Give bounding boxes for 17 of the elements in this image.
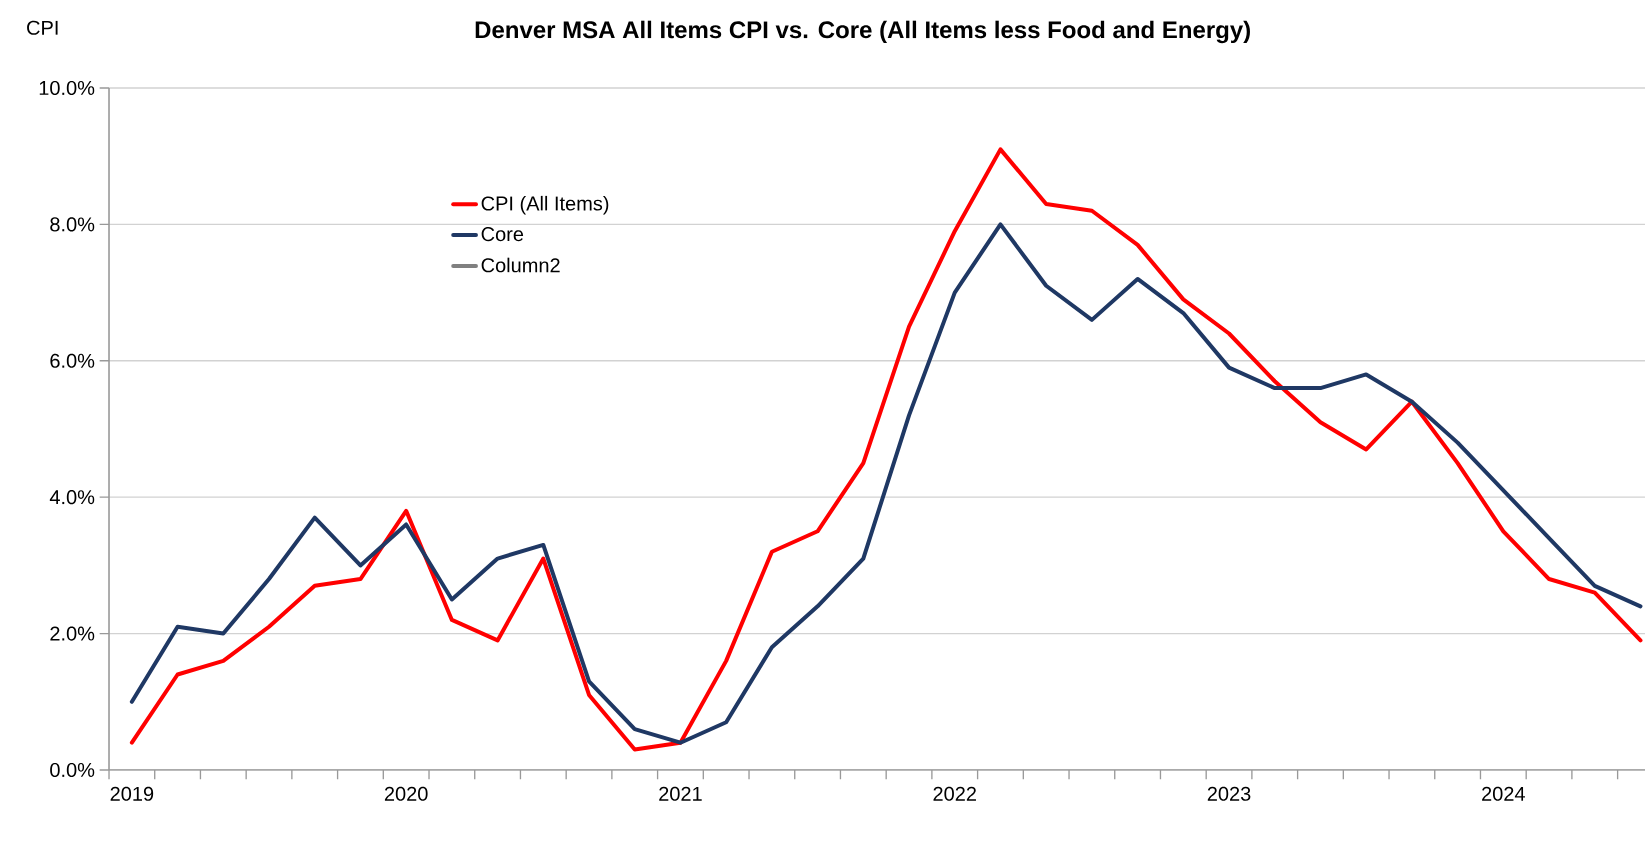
legend-label: CPI (All Items) (481, 195, 609, 215)
x-tick-label: 2024 (1482, 786, 1525, 801)
x-tick-label: 2019 (110, 786, 154, 801)
y-tick-label: 4.0% (49, 490, 95, 505)
y-tick-label: 8.0% (50, 217, 95, 232)
x-tick-label: 2022 (933, 786, 976, 801)
x-tick-label: 2021 (659, 786, 702, 801)
legend-label: Core (481, 227, 524, 242)
y-tick-label: 6.0% (50, 353, 95, 368)
chart-title: Denver MSA All Items CPI vs. Core (All Items less Food and Energy) (475, 20, 1250, 44)
x-tick-label: 2023 (1207, 786, 1251, 801)
legend-label: Column2 (481, 257, 560, 273)
y-tick-label: 10.0% (39, 80, 95, 96)
y-axis-title: CPI (27, 20, 58, 35)
y-tick-label: 0.0% (50, 762, 95, 778)
x-tick-label: 2020 (384, 786, 428, 801)
y-tick-label: 2.0% (50, 626, 95, 641)
